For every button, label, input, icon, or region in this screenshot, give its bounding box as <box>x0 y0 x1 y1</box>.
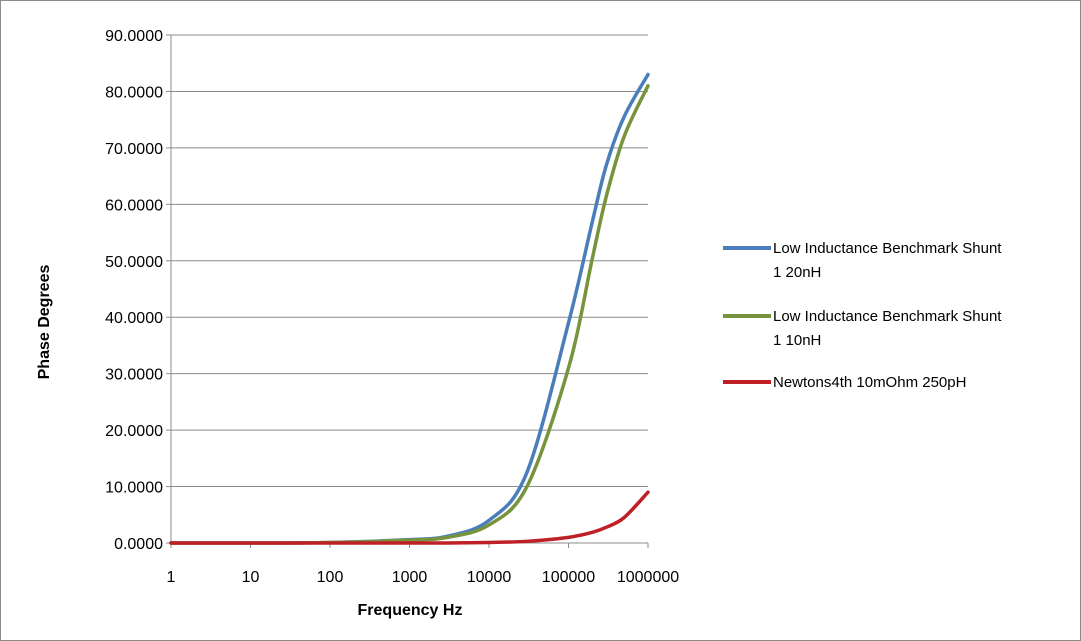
y-tick-label: 20.0000 <box>105 423 163 440</box>
legend-label: Low Inductance Benchmark Shunt <box>773 240 1002 257</box>
series-lines <box>169 72 650 545</box>
y-tick-label: 50.0000 <box>105 254 163 271</box>
y-axis-title: Phase Degrees <box>36 265 53 380</box>
x-axis-title: Frequency Hz <box>358 602 463 619</box>
legend-label: 1 10nH <box>773 332 821 349</box>
series-line-1 <box>169 72 650 545</box>
y-tick-label: 10.0000 <box>105 480 163 497</box>
legend-entry-2: Low Inductance Benchmark Shunt 1 10nH <box>723 308 1002 349</box>
x-tick-labels: 1 10 100 1000 10000 100000 1000000 <box>167 569 680 586</box>
legend-entry-1: Low Inductance Benchmark Shunt 1 20nH <box>723 240 1002 281</box>
series-line-2 <box>169 84 650 545</box>
x-tick-label: 100000 <box>542 569 595 586</box>
x-tick-label: 1000 <box>392 569 428 586</box>
legend-label: Newtons4th 10mOhm 250pH <box>773 374 966 391</box>
y-tick-labels: 0.0000 10.0000 20.0000 30.0000 40.0000 50.000… <box>105 28 163 553</box>
y-tick-label: 80.0000 <box>105 84 163 101</box>
x-tick-label: 1 <box>167 569 176 586</box>
y-tick-label: 40.0000 <box>105 310 163 327</box>
x-tick-label: 100 <box>317 569 344 586</box>
x-tick-label: 1000000 <box>617 569 679 586</box>
x-tick-label: 10000 <box>467 569 512 586</box>
y-tick-label: 60.0000 <box>105 197 163 214</box>
y-tick-label: 0.0000 <box>114 536 163 553</box>
legend-label: 1 20nH <box>773 264 821 281</box>
legend-entry-3: Newtons4th 10mOhm 250pH <box>723 374 966 391</box>
y-tick-label: 70.0000 <box>105 141 163 158</box>
gridlines <box>166 34 648 544</box>
series-line-3 <box>169 490 650 545</box>
y-tick-label: 30.0000 <box>105 367 163 384</box>
y-tick-label: 90.0000 <box>105 28 163 45</box>
legend-label: Low Inductance Benchmark Shunt <box>773 308 1002 325</box>
x-tick-label: 10 <box>242 569 260 586</box>
